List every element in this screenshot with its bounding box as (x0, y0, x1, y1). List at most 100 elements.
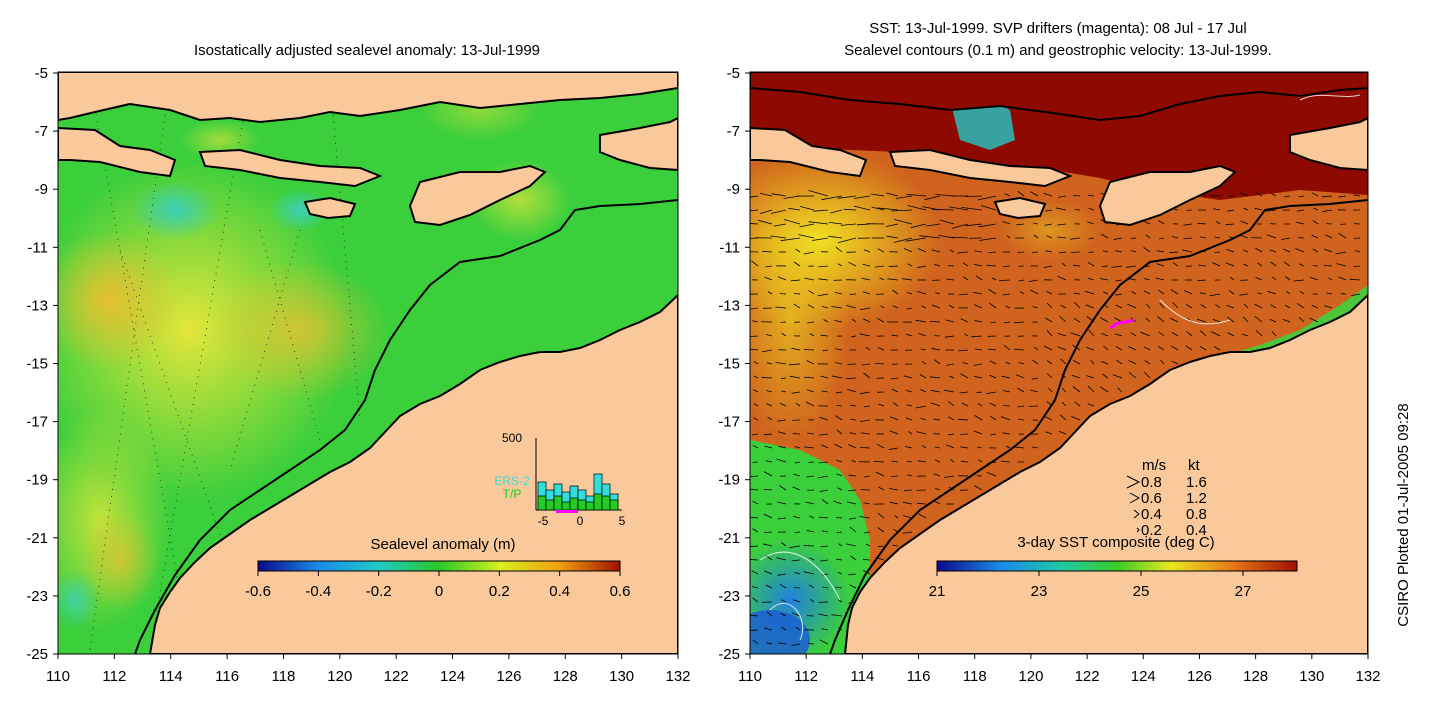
x-tick-label: 124 (440, 668, 465, 685)
x-tick-label: 116 (215, 668, 239, 685)
inset-bar-tp (562, 502, 570, 510)
velocity-arrow (803, 546, 814, 547)
right-title-line2: Sealevel contours (0.1 m) and geostrophi… (844, 42, 1272, 59)
velocity-legend-header-ms: m/s (1142, 457, 1166, 474)
x-tick-label: 112 (102, 668, 126, 685)
y-tick-label: -17 (26, 414, 48, 431)
inset-bar-tp (570, 498, 578, 510)
left-anomaly-blob (130, 180, 220, 240)
inset-ymax-label: 500 (502, 431, 522, 445)
left-colorbar-tick-label: -0.4 (305, 583, 331, 600)
x-tick-label: 116 (907, 668, 931, 685)
right-colorbar-tick-label: 23 (1031, 583, 1048, 600)
inset-bar-tp (602, 496, 610, 510)
velocity-arrow (891, 476, 898, 477)
x-tick-label: 120 (327, 668, 352, 685)
y-tick-label: -17 (718, 414, 740, 431)
velocity-arrow (850, 294, 856, 295)
x-tick-label: 128 (553, 668, 578, 685)
right-map (700, 72, 1368, 670)
velocity-arrow (1071, 252, 1080, 253)
x-tick-label: 118 (271, 668, 295, 685)
x-tick-label: 120 (1018, 668, 1043, 685)
y-tick-label: -15 (26, 356, 48, 373)
left-colorbar-tick-label: 0 (435, 583, 443, 600)
inset-bar-tp (554, 496, 562, 510)
velocity-legend-kt-value: 1.2 (1186, 490, 1207, 507)
x-tick-label: 128 (1243, 668, 1268, 685)
inset-bar-tp (586, 502, 594, 510)
left-colorbar-tick-label: -0.6 (245, 583, 271, 600)
velocity-legend-ms-value: 0.8 (1141, 474, 1162, 491)
y-tick-label: -13 (26, 297, 48, 314)
x-tick-label: 130 (609, 668, 634, 685)
x-tick-label: 110 (738, 668, 762, 685)
velocity-legend-header-kt: kt (1188, 457, 1201, 474)
left-colorbar-tick-label: 0.2 (489, 583, 510, 600)
velocity-arrow (808, 644, 814, 645)
x-tick-label: 126 (496, 668, 521, 685)
x-tick-label: 126 (1187, 668, 1212, 685)
inset-bar-tp (594, 494, 602, 510)
velocity-arrow (1353, 266, 1360, 267)
y-tick-label: -25 (718, 646, 740, 663)
y-tick-label: -23 (718, 588, 740, 605)
y-tick-label: -9 (35, 181, 48, 198)
x-tick-label: 132 (1355, 668, 1380, 685)
right-colorbar-tick-label: 27 (1235, 583, 1252, 600)
velocity-arrow (1215, 252, 1220, 253)
left-colorbar-label: Sealevel anomaly (m) (370, 536, 515, 553)
inset-legend-tp: T/P (503, 487, 522, 501)
inset-legend-ers2: ERS-2 (494, 474, 530, 488)
velocity-arrow (764, 532, 772, 533)
right-y-axis: -5-7-9-11-13-15-17-19-21-23-25 (718, 65, 750, 663)
velocity-arrow (804, 350, 814, 351)
velocity-legend-kt-value: 0.8 (1186, 506, 1207, 523)
plot-credit: CSIRO Plotted 01-Jul-2005 09:28 (1395, 403, 1412, 626)
y-tick-label: -21 (718, 530, 740, 547)
inset-bar-tp (610, 500, 618, 510)
velocity-arrow (780, 294, 786, 295)
right-cool-patch (730, 200, 850, 440)
right-colorbar-ramp (937, 561, 1297, 571)
y-tick-label: -25 (26, 646, 48, 663)
velocity-arrow (1102, 266, 1108, 267)
x-tick-label: 114 (850, 668, 874, 685)
y-tick-label: -21 (26, 530, 48, 547)
right-colorbar-tick-label: 21 (929, 583, 946, 600)
inset-bar-tp (538, 496, 546, 510)
x-tick-label: 114 (159, 668, 183, 685)
velocity-arrow (793, 434, 800, 435)
left-colorbar-ramp (258, 561, 620, 571)
left-anomaly-blob (210, 260, 390, 400)
x-tick-label: 130 (1299, 668, 1324, 685)
y-tick-label: -11 (719, 239, 740, 256)
left-title: Isostatically adjusted sealevel anomaly:… (194, 42, 540, 59)
x-tick-label: 110 (46, 668, 70, 685)
y-tick-label: -7 (35, 123, 48, 140)
left-colorbar-tick-label: -0.2 (366, 583, 392, 600)
y-tick-label: -23 (26, 588, 48, 605)
velocity-legend-kt-value: 1.6 (1186, 474, 1207, 491)
x-tick-label: 122 (384, 668, 409, 685)
x-tick-label: 118 (963, 668, 987, 685)
inset-bar-tp (546, 500, 554, 510)
velocity-arrow (795, 532, 800, 533)
velocity-arrow (863, 560, 870, 561)
right-colorbar-tick-label: 25 (1133, 583, 1150, 600)
y-tick-label: -5 (35, 65, 48, 82)
inset-bar-tp (578, 500, 586, 510)
y-tick-label: -15 (718, 356, 740, 373)
y-tick-label: -5 (727, 65, 740, 82)
right-title-line1: SST: 13-Jul-1999. SVP drifters (magenta)… (869, 20, 1246, 37)
x-tick-label: 124 (1131, 668, 1156, 685)
left-colorbar-tick-label: 0.4 (549, 583, 570, 600)
right-colorbar-label: 3-day SST composite (deg C) (1017, 534, 1214, 551)
inset-x-tick: -5 (538, 514, 549, 528)
velocity-arrow (860, 448, 870, 449)
y-tick-label: -9 (727, 181, 740, 198)
inset-x-tick: 5 (619, 514, 626, 528)
